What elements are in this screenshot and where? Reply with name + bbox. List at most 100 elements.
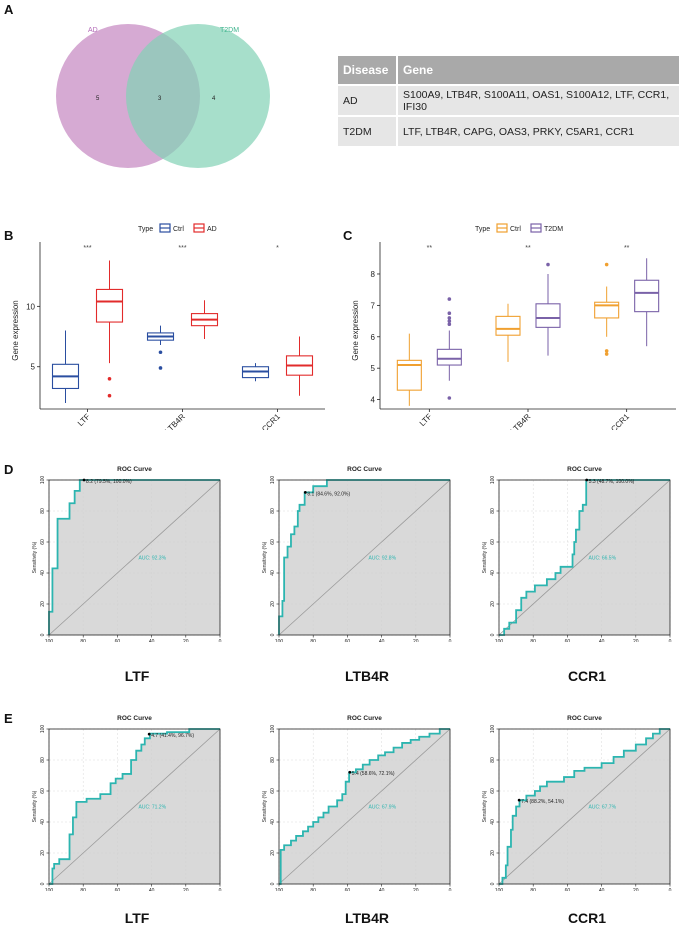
roc-title: ROC Curve — [567, 715, 602, 722]
y-tick-label: 20 — [270, 850, 276, 856]
venn-ad-label: AD — [88, 27, 98, 34]
y-tick-label: 100 — [270, 476, 276, 485]
legend-title: Type — [475, 226, 490, 233]
roc-curve — [499, 728, 670, 885]
threshold-label: 4.7 (41.4%, 96.7%) — [151, 733, 194, 739]
header-gene: Gene — [397, 56, 679, 85]
x-tick-label: 20 — [183, 888, 189, 891]
x-tick-label: 0 — [449, 888, 452, 891]
x-tick-label: 100 — [45, 639, 54, 642]
y-axis-title: Sensitivity (%) — [32, 541, 38, 573]
auc-label: AUC: 92.8% — [369, 556, 397, 562]
y-axis-title: Sensitivity (%) — [262, 790, 268, 822]
y-tick-label: 0 — [40, 633, 46, 636]
y-axis-title: Sensitivity (%) — [32, 790, 38, 822]
threshold-point — [348, 770, 352, 774]
threshold-label: 5.4 (58.6%, 72.1%) — [352, 771, 395, 777]
outlier-point — [107, 377, 112, 381]
y-tick-label: 0 — [490, 633, 496, 636]
y-tick-label: 80 — [40, 508, 46, 514]
significance-label: * — [276, 245, 279, 252]
y-tick-label: 0 — [270, 882, 276, 885]
x-tick-label: 20 — [633, 639, 639, 642]
y-tick-label: 20 — [490, 850, 496, 856]
x-tick-label: 0 — [219, 888, 222, 891]
x-tick-label: 20 — [413, 639, 419, 642]
y-tick-label: 20 — [270, 601, 276, 607]
legend-label: Ctrl — [510, 226, 521, 233]
roc-gene-title: LTF — [124, 910, 150, 926]
outlier-point — [447, 297, 452, 301]
roc-chart-ad-ltf: ROC Curve100100808060604040202000Specifi… — [32, 466, 222, 642]
auc-label: AUC: 71.2% — [139, 805, 167, 811]
auc-label: AUC: 67.7% — [589, 805, 617, 811]
x-tick-label: 20 — [413, 888, 419, 891]
venn-diagram: AD T2DM 5 3 4 — [56, 24, 270, 168]
row-genes: LTF, LTB4R, CAPG, OAS3, PRKY, C5AR1, CCR… — [397, 115, 679, 146]
threshold-label: 8.2 (79.5%, 100.0%) — [86, 479, 132, 485]
gene-table-header: Disease Gene — [338, 56, 679, 85]
y-tick-label: 8 — [371, 270, 376, 279]
plot-frame — [498, 479, 671, 636]
y-tick-label: 7 — [371, 301, 376, 310]
threshold-point — [147, 732, 151, 736]
gene-table: Disease Gene AD S100A9, LTB4R, S100A11, … — [338, 56, 679, 146]
reference-diagonal — [278, 479, 451, 636]
x-tick-label: 40 — [599, 639, 605, 642]
x-tick-label: 40 — [379, 888, 385, 891]
panel-label-d: D — [4, 462, 14, 477]
outlier-point — [447, 319, 452, 323]
plot-frame — [278, 728, 451, 885]
plot-frame — [48, 479, 221, 636]
x-tick-label: 80 — [80, 888, 86, 891]
outlier-point — [604, 349, 609, 353]
x-tick-label: 80 — [530, 639, 536, 642]
y-axis-title: Sensitivity (%) — [482, 790, 488, 822]
y-tick-label: 80 — [40, 757, 46, 763]
roc-gene-title: CCR1 — [567, 668, 607, 684]
outlier-point — [604, 262, 609, 267]
reference-diagonal — [498, 728, 671, 885]
y-tick-label: 80 — [270, 757, 276, 763]
y-tick-label: 60 — [270, 788, 276, 794]
y-tick-label: 100 — [490, 725, 496, 734]
y-tick-label: 20 — [490, 601, 496, 607]
x-tick-label: 60 — [345, 888, 351, 891]
panel-label-a: A — [4, 2, 14, 17]
significance-label: ** — [525, 245, 531, 252]
roc-gene-title: LTF — [124, 668, 150, 684]
y-tick-label: 40 — [270, 570, 276, 576]
boxplot-ad: Type Ctrl AD 5 10 Gene expression LTF *** LTB4R *… — [11, 223, 325, 430]
significance-label: ** — [624, 245, 630, 252]
threshold-point — [585, 478, 589, 482]
x-tick-label: 0 — [219, 639, 222, 642]
significance-label: *** — [83, 245, 91, 252]
y-tick-label: 60 — [490, 539, 496, 545]
x-tick-label: 80 — [310, 888, 316, 891]
y-tick-label: 100 — [40, 476, 46, 485]
y-tick-label: 80 — [490, 757, 496, 763]
y-axis-title: Gene expression — [351, 300, 360, 360]
reference-diagonal — [48, 728, 221, 885]
auc-label: AUC: 67.9% — [369, 805, 397, 811]
y-tick-label: 100 — [40, 725, 46, 734]
y-axis-title: Gene expression — [11, 300, 20, 360]
x-tick-label: 20 — [633, 888, 639, 891]
threshold-label: 7.4 (88.2%, 54.1%) — [521, 799, 564, 805]
y-tick-label: 100 — [270, 725, 276, 734]
box — [436, 348, 462, 366]
reference-diagonal — [278, 728, 451, 885]
x-tick-label: CCR1 — [609, 412, 631, 430]
roc-title: ROC Curve — [117, 715, 152, 722]
outlier-point — [158, 350, 163, 355]
x-tick-label: 100 — [495, 639, 504, 642]
header-disease: Disease — [338, 56, 398, 85]
box — [95, 288, 124, 323]
y-tick-label: 60 — [270, 539, 276, 545]
roc-title: ROC Curve — [347, 466, 382, 473]
legend-label: T2DM — [544, 226, 563, 233]
x-tick-label: 60 — [345, 639, 351, 642]
x-tick-label: LTB4R — [163, 412, 187, 430]
threshold-point — [303, 491, 307, 494]
x-tick-label: 40 — [379, 639, 385, 642]
